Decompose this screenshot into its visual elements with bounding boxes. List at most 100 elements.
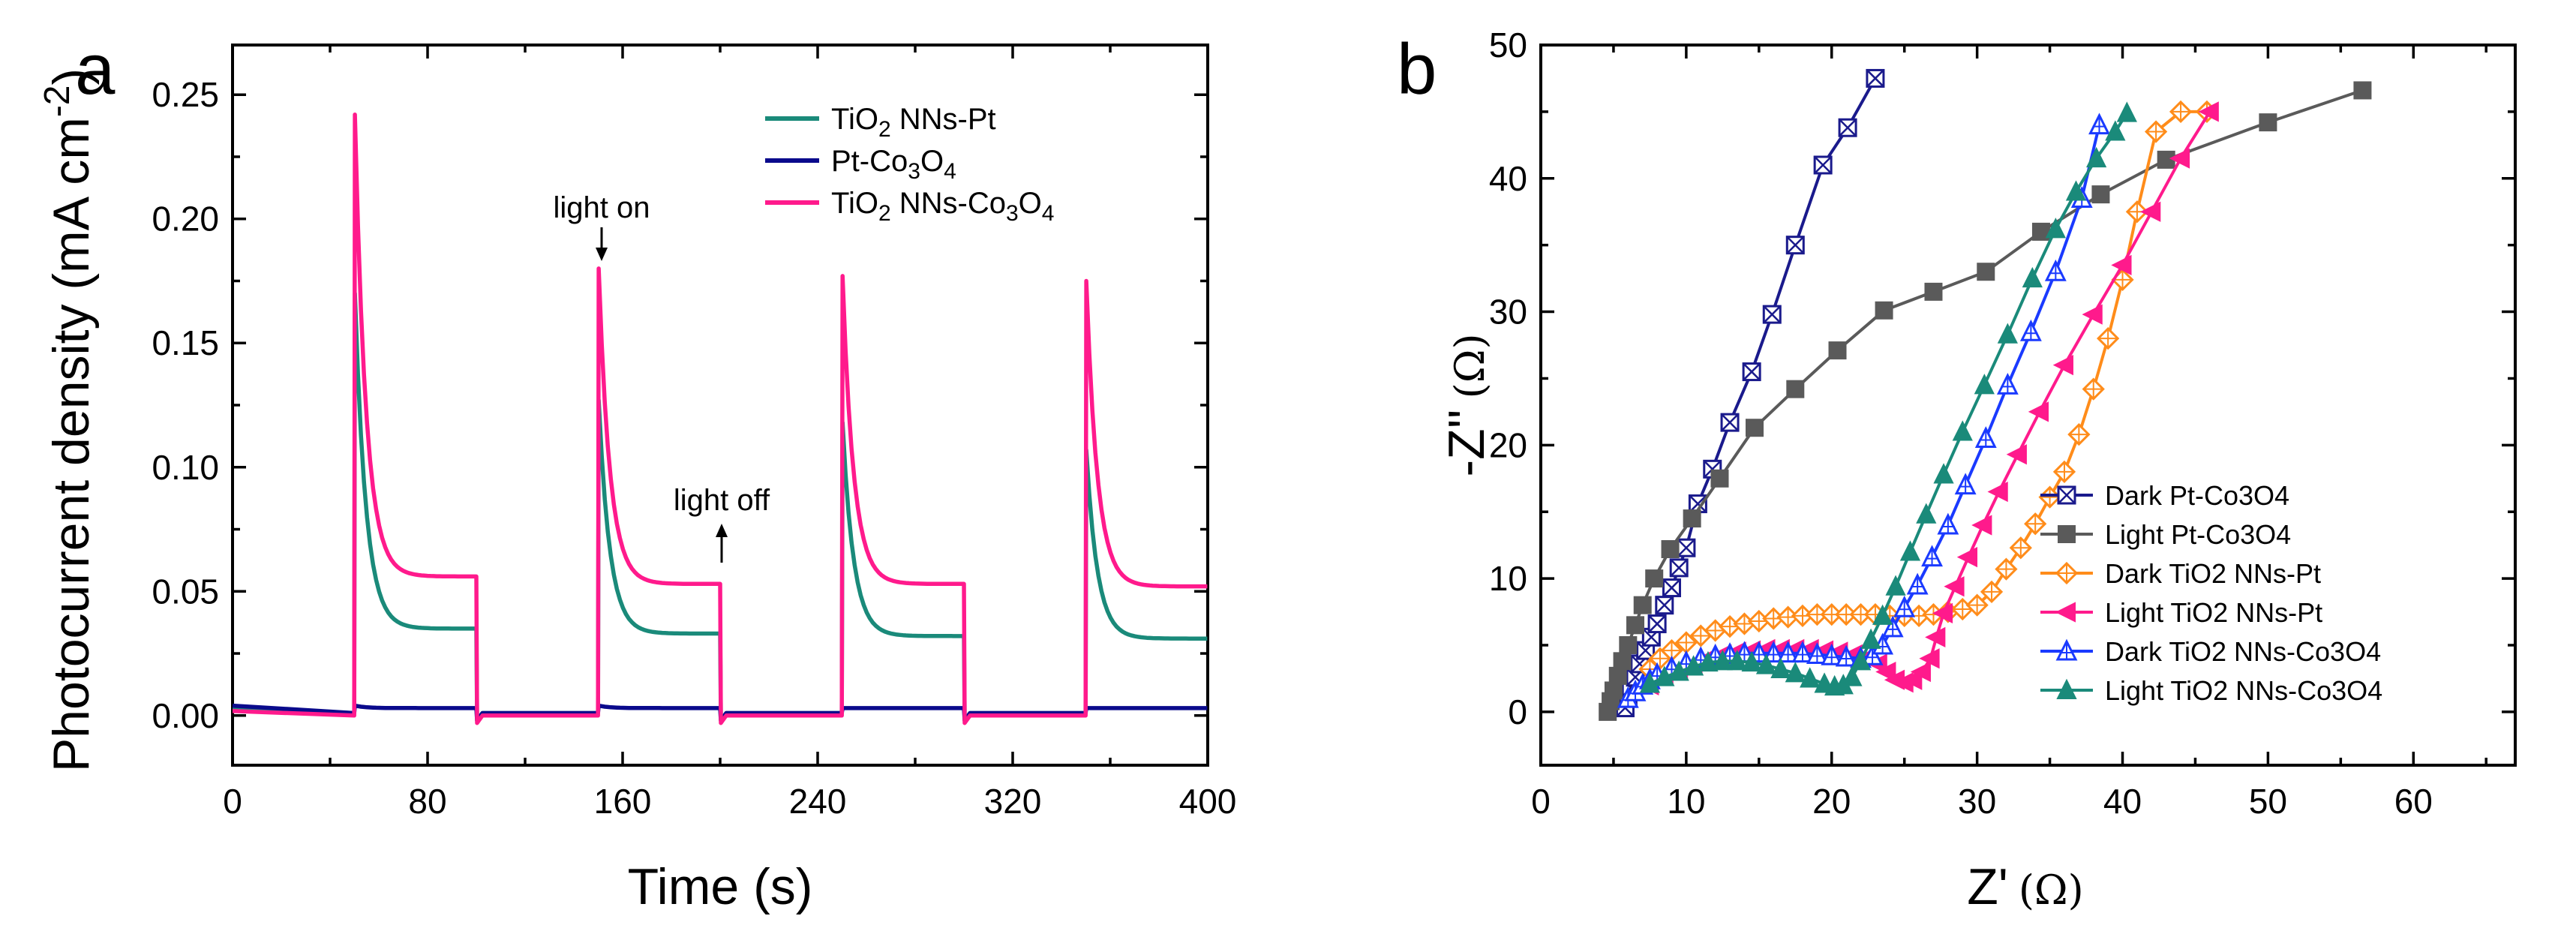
data-point: [2111, 254, 2132, 275]
panel-b-x-axis-title: Z' (Ω): [1967, 858, 2083, 915]
data-point: [2056, 678, 2077, 699]
legend-label: Dark Pt-Co3O4: [2105, 480, 2289, 511]
data-point: [1921, 545, 1943, 567]
data-point: [1952, 420, 1973, 441]
data-point: [1866, 68, 1885, 88]
data-point: [2058, 525, 2076, 543]
light-on-annotation: light on: [554, 191, 650, 261]
data-point: [2052, 355, 2073, 376]
data-point: [2006, 444, 2027, 465]
x-tick-label: 0: [1531, 782, 1551, 821]
data-point: [1626, 616, 1645, 635]
legend-label: TiO2 NNs-Co3O4: [831, 187, 1054, 226]
data-point: [1861, 643, 1884, 665]
data-point: [2044, 259, 2067, 281]
data-point: [1762, 607, 1785, 630]
x-tick-label: 60: [2394, 782, 2433, 821]
data-point: [1977, 263, 1995, 281]
data-point: [2055, 602, 2076, 623]
data-point: [2057, 485, 2076, 505]
x-tick-label: 80: [408, 782, 446, 821]
data-point: [1770, 657, 1791, 678]
panel-a-y-axis-title: Photocurrent density (mA cm-2): [38, 68, 100, 772]
data-point: [1980, 580, 2004, 604]
data-point: [1762, 641, 1785, 663]
panel-a-x-axis-title: Time (s): [628, 858, 813, 915]
data-point: [1619, 636, 1638, 654]
y-tick-label: 0.05: [152, 572, 219, 611]
data-point: [1720, 413, 1740, 432]
y-tick-label: 0.10: [152, 448, 219, 487]
data-point: [1910, 661, 1931, 683]
legend-item: Dark TiO2 NNs-Pt: [2040, 558, 2321, 589]
y-tick-label: 20: [1489, 425, 1527, 464]
data-point: [1669, 558, 1689, 578]
x-tick-label: 30: [1958, 782, 1996, 821]
data-point: [2169, 100, 2193, 124]
data-point: [1838, 118, 1857, 137]
data-point: [2091, 185, 2110, 204]
panel-b: b 0 10 20 30 40 50 60 0 10 20 30 40 50 Z' (Ω) -Z''(Ω)…: [1397, 26, 2517, 915]
data-point: [1875, 661, 1896, 683]
x-tick-label: 320: [984, 782, 1042, 821]
y-tick-label: 0: [1508, 692, 1527, 731]
data-point: [1965, 593, 1989, 617]
legend-label: Light TiO2 NNs-Pt: [2105, 597, 2322, 628]
data-point: [1639, 672, 1661, 693]
data-point: [1828, 341, 1847, 360]
series-line: [1649, 112, 2128, 689]
data-point: [1746, 419, 1764, 437]
light-off-annotation: light off: [674, 484, 770, 563]
data-point: [1881, 615, 1904, 638]
data-point: [1661, 540, 1680, 558]
x-tick-label: 40: [2103, 782, 2142, 821]
series-group: [1638, 100, 2219, 681]
data-point: [1776, 605, 1800, 629]
data-point: [1899, 540, 1921, 561]
series-line: [232, 112, 1208, 725]
panel-a-ticks: 0 80 160 240 320 400 0.00 0.05 0.10 0.15 0.20 0.25: [152, 45, 1236, 821]
series-group: [1599, 81, 2372, 721]
data-point: [2116, 101, 2137, 122]
data-point: [2088, 113, 2110, 135]
series-group: [1639, 101, 2137, 696]
data-point: [2038, 485, 2061, 509]
data-point: [1698, 650, 1719, 672]
data-point: [1786, 380, 1805, 398]
data-point: [1872, 604, 1893, 625]
data-point: [1987, 481, 2008, 503]
data-point: [2055, 638, 2078, 661]
x-tick-label: 160: [594, 782, 652, 821]
panel-a-series: [232, 112, 1208, 725]
data-point: [1937, 512, 1959, 535]
legend-label: Pt-Co3O4: [831, 145, 956, 184]
legend-label: Dark TiO2 NNs-Co3O4: [2105, 636, 2381, 667]
data-point: [2259, 113, 2277, 132]
y-tick-label: 10: [1489, 559, 1527, 598]
data-point: [2055, 561, 2079, 585]
data-point: [2065, 180, 2087, 201]
legend-label: Light TiO2 NNs-Co3O4: [2105, 675, 2382, 706]
data-point: [1997, 323, 2018, 344]
data-point: [1916, 503, 1937, 524]
data-point: [1875, 301, 1893, 320]
data-point: [2028, 401, 2049, 422]
x-tick-label: 20: [1812, 782, 1851, 821]
data-point: [1800, 667, 1821, 688]
y-tick-label: 0.25: [152, 75, 219, 114]
data-point: [1654, 665, 1675, 686]
x-tick-label: 240: [789, 782, 847, 821]
data-point: [1860, 628, 1881, 649]
data-point: [2019, 319, 2042, 341]
data-point: [1919, 648, 1940, 669]
data-point: [1785, 236, 1805, 255]
data-point: [1974, 374, 1995, 395]
y-tick-label: 0.00: [152, 696, 219, 735]
data-point: [2086, 146, 2107, 168]
data-point: [2157, 150, 2175, 169]
y-tick-label: 40: [1489, 159, 1527, 198]
data-point: [1712, 650, 1733, 671]
data-point: [1906, 572, 1929, 595]
